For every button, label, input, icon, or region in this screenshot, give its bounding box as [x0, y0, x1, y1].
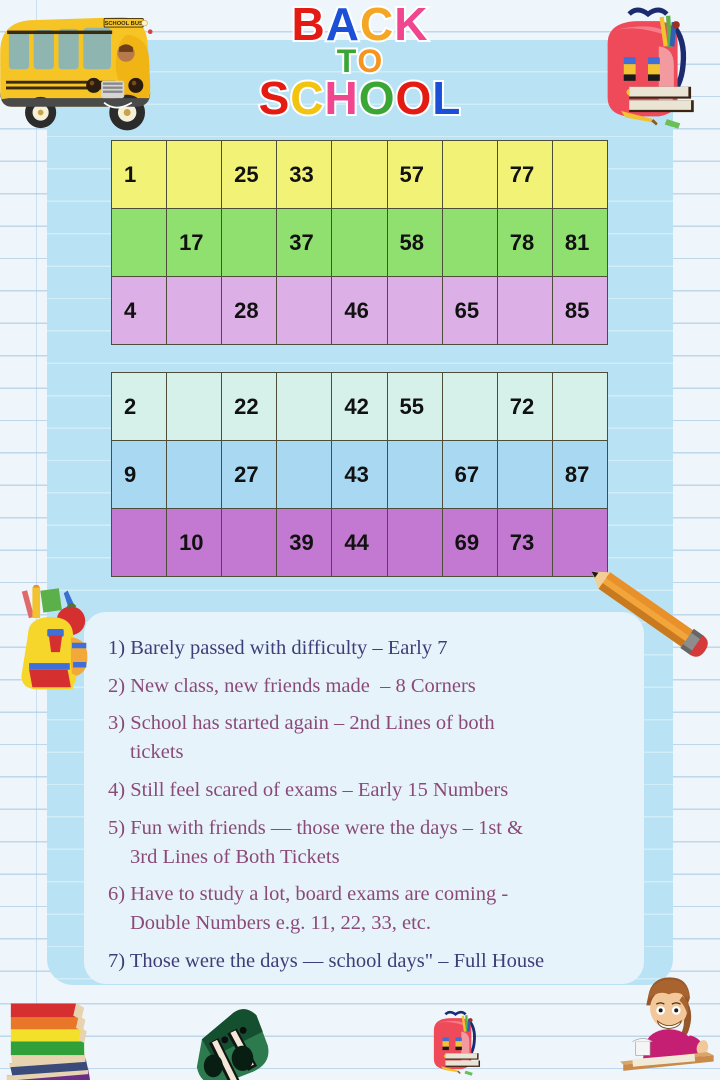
svg-text:SCHOOL BUS: SCHOOL BUS [105, 21, 143, 27]
